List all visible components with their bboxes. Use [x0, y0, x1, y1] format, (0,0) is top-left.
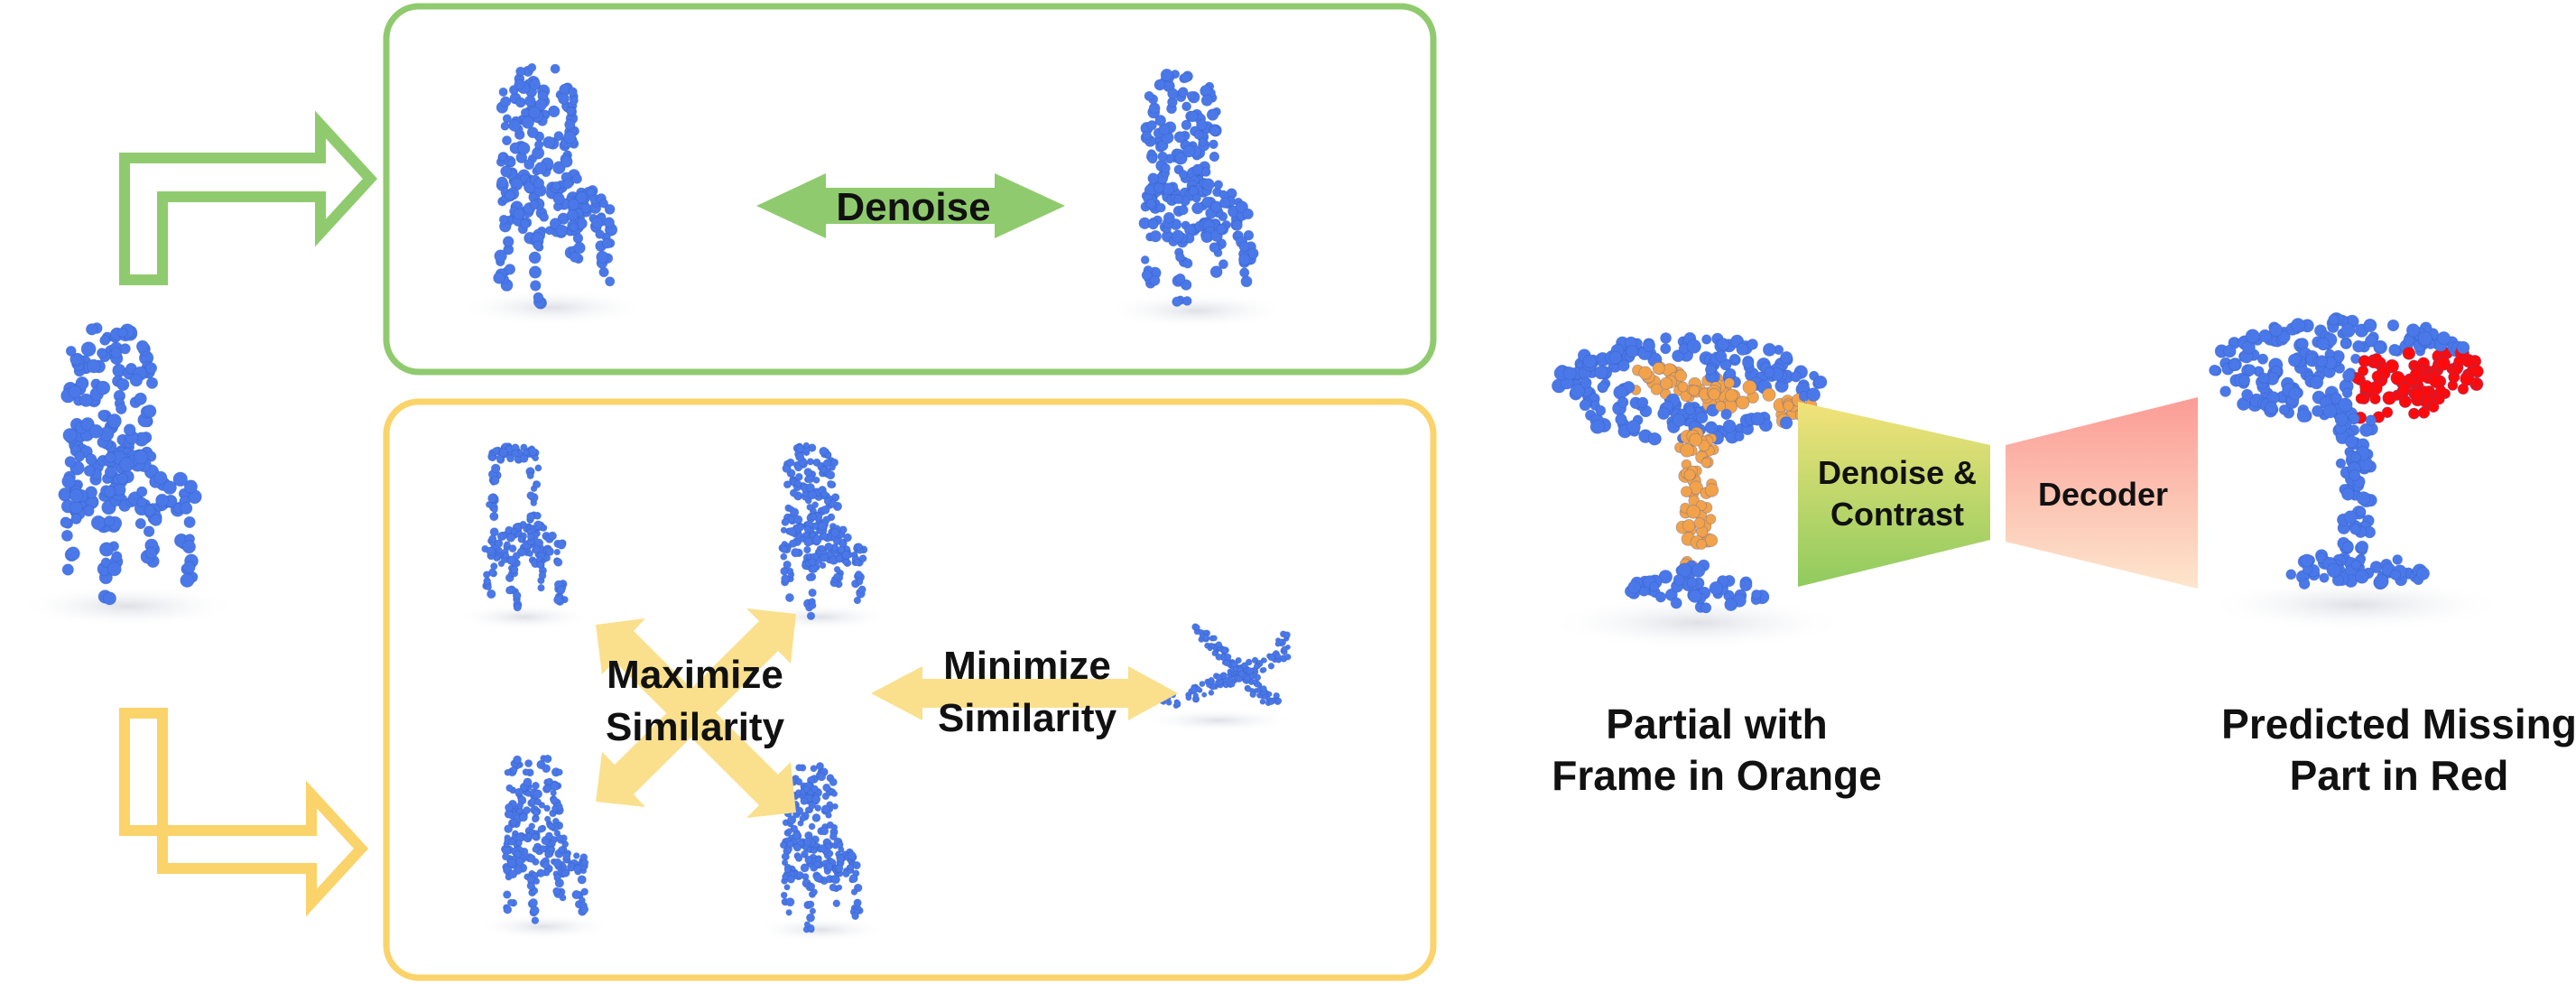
minimize-label-line1: Minimize — [943, 644, 1111, 688]
chair-point-cloud-icon — [456, 442, 592, 630]
encoder-label-line1: Denoise & — [1818, 454, 1977, 491]
yellow-bent-arrow — [119, 708, 369, 917]
airplane-point-cloud-icon — [1140, 623, 1297, 732]
chair-point-cloud-icon — [456, 62, 649, 327]
chair-point-cloud-icon — [1103, 69, 1291, 329]
table-point-cloud-icon — [1543, 331, 1850, 650]
denoise-contrast-encoder — [1798, 402, 1990, 587]
denoise-task-box — [383, 3, 1437, 376]
partial-caption-line1: Partial with — [1606, 701, 1827, 747]
predicted-caption-line1: Predicted Missing — [2221, 701, 2576, 747]
chair-point-cloud-icon — [16, 322, 239, 628]
denoise-label: Denoise — [836, 185, 990, 229]
minimize-double-arrow — [871, 666, 1178, 720]
decoder-block — [2006, 397, 2198, 589]
decoder-label: Decoder — [2038, 476, 2168, 513]
contrast-task-box — [383, 398, 1437, 981]
table-point-cloud-icon — [2202, 311, 2509, 632]
chair-point-cloud-icon — [754, 441, 890, 630]
green-bent-arrow — [119, 110, 378, 285]
maximize-label-line2: Similarity — [606, 705, 785, 749]
denoise-double-arrow — [756, 173, 1065, 238]
maximize-label-line1: Maximize — [607, 653, 783, 697]
partial-caption-line2: Frame in Orange — [1552, 752, 1882, 799]
predicted-caption-line2: Part in Red — [2290, 752, 2509, 799]
minimize-label-line2: Similarity — [938, 696, 1117, 740]
encoder-label-line2: Contrast — [1830, 496, 1964, 533]
maximize-x-arrows — [596, 608, 796, 818]
chair-point-cloud-icon — [476, 754, 612, 940]
